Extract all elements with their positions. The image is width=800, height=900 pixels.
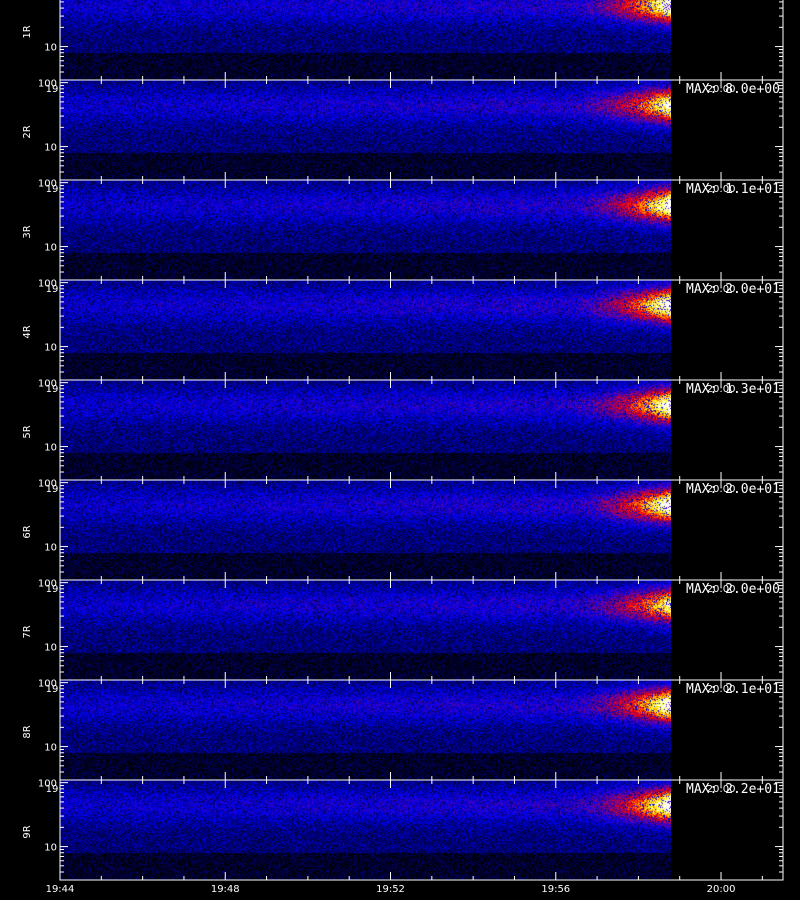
x-tick-label: 19:48 bbox=[211, 384, 240, 395]
panel-label: 9R bbox=[22, 825, 33, 838]
panel-frame bbox=[59, 379, 784, 481]
x-tick-label: 20:00 bbox=[707, 484, 736, 495]
heatmap-6R bbox=[60, 480, 671, 580]
x-tick-label: 19:48 bbox=[211, 184, 240, 195]
panel-frame bbox=[59, 579, 784, 681]
x-tick-label: 19:52 bbox=[376, 884, 405, 895]
x-tick-label: 19:44 bbox=[46, 884, 75, 895]
x-tick-label: 19:48 bbox=[211, 84, 240, 95]
x-tick-label: 19:52 bbox=[376, 284, 405, 295]
panel-frame bbox=[59, 779, 784, 881]
x-tick-label: 20:00 bbox=[707, 784, 736, 795]
x-tick-label: 19:56 bbox=[541, 684, 570, 695]
y-tick-label: 100 bbox=[38, 379, 57, 390]
panel-frame bbox=[59, 179, 784, 281]
panel-frame bbox=[59, 279, 784, 381]
y-tick-label: 100 bbox=[38, 479, 57, 490]
panel-label: 5R bbox=[22, 425, 33, 438]
y-tick-label: 100 bbox=[38, 179, 57, 190]
panel-label: 6R bbox=[22, 525, 33, 538]
x-tick-label: 20:00 bbox=[707, 684, 736, 695]
y-tick-label: 10 bbox=[44, 443, 57, 454]
x-tick-label: 19:52 bbox=[376, 484, 405, 495]
x-tick-label: 20:00 bbox=[707, 184, 736, 195]
heatmap-2R bbox=[60, 80, 671, 180]
y-tick-label: 100 bbox=[38, 779, 57, 790]
panel-label: 4R bbox=[22, 325, 33, 338]
heatmap-7R bbox=[60, 580, 671, 680]
max-readout: MAX: 2.0e+01 bbox=[686, 282, 780, 297]
y-tick-label: 100 bbox=[38, 279, 57, 290]
panel-label: 2R bbox=[22, 125, 33, 138]
x-tick-label: 20:00 bbox=[707, 84, 736, 95]
x-tick-label: 19:52 bbox=[376, 784, 405, 795]
y-tick-label: 10 bbox=[44, 343, 57, 354]
y-tick-label: 10 bbox=[44, 243, 57, 254]
x-tick-label: 19:48 bbox=[211, 784, 240, 795]
max-readout: MAX: 1.3e+01 bbox=[686, 382, 780, 397]
x-tick-label: 19:56 bbox=[541, 284, 570, 295]
x-tick-label: 19:48 bbox=[211, 584, 240, 595]
panel-label: 3R bbox=[22, 225, 33, 238]
x-tick-label: 19:56 bbox=[541, 84, 570, 95]
max-readout: MAX: 8.0e+00 bbox=[686, 82, 780, 97]
panel-label: 8R bbox=[22, 725, 33, 738]
x-tick-label: 20:00 bbox=[707, 884, 736, 895]
x-tick-label: 19:52 bbox=[376, 584, 405, 595]
x-tick-label: 19:56 bbox=[541, 384, 570, 395]
heatmap-1R bbox=[60, 0, 671, 80]
y-tick-label: 10 bbox=[44, 643, 57, 654]
max-readout: MAX: 2.0e+01 bbox=[686, 482, 780, 497]
x-tick-label: 19:52 bbox=[376, 84, 405, 95]
heatmap-8R bbox=[60, 680, 671, 780]
y-tick-label: 100 bbox=[38, 579, 57, 590]
heatmap-3R bbox=[60, 180, 671, 280]
y-tick-label: 10 bbox=[44, 843, 57, 854]
x-tick-label: 19:48 bbox=[211, 684, 240, 695]
x-tick-label: 20:00 bbox=[707, 584, 736, 595]
x-tick-label: 19:56 bbox=[541, 184, 570, 195]
y-tick-label: 10 bbox=[44, 143, 57, 154]
panel-frame bbox=[59, 679, 784, 781]
x-tick-label: 19:56 bbox=[541, 784, 570, 795]
x-tick-label: 20:00 bbox=[707, 284, 736, 295]
x-tick-label: 19:56 bbox=[541, 484, 570, 495]
x-tick-label: 19:52 bbox=[376, 184, 405, 195]
y-tick-label: 10 bbox=[44, 543, 57, 554]
max-readout: MAX: 2.2e+01 bbox=[686, 782, 780, 797]
x-tick-label: 19:48 bbox=[211, 284, 240, 295]
x-tick-label: 19:52 bbox=[376, 684, 405, 695]
y-tick-label: 10 bbox=[44, 43, 57, 54]
y-tick-label: 10 bbox=[44, 743, 57, 754]
panel-9R: 10 100 19:44 19:48 19:52 19:56 20:00 9R MAX: 2.2… bbox=[22, 779, 784, 895]
x-tick-label: 19:52 bbox=[376, 384, 405, 395]
x-tick-label: 19:56 bbox=[541, 584, 570, 595]
y-tick-label: 100 bbox=[38, 679, 57, 690]
x-tick-label: 20:00 bbox=[707, 384, 736, 395]
panel-frame bbox=[59, 79, 784, 181]
x-tick-label: 19:48 bbox=[211, 484, 240, 495]
panels-group: 10 100 19:44 19:48 19:52 19:56 20:00 1R MAX: 1.3… bbox=[22, 0, 784, 895]
max-readout: MAX: 2.1e+01 bbox=[686, 682, 780, 697]
panel-frame bbox=[59, 479, 784, 581]
heatmap-5R bbox=[60, 380, 671, 480]
x-tick-label: 19:48 bbox=[211, 884, 240, 895]
max-readout: MAX: 1.1e+01 bbox=[686, 182, 780, 197]
heatmap-9R bbox=[60, 780, 671, 880]
heatmap-4R bbox=[60, 280, 671, 380]
x-tick-label: 19:56 bbox=[541, 884, 570, 895]
y-tick-label: 100 bbox=[38, 79, 57, 90]
panel-label: 7R bbox=[22, 625, 33, 638]
panel-label: 1R bbox=[22, 25, 33, 38]
max-readout: MAX: 2.0e+00 bbox=[686, 582, 780, 597]
